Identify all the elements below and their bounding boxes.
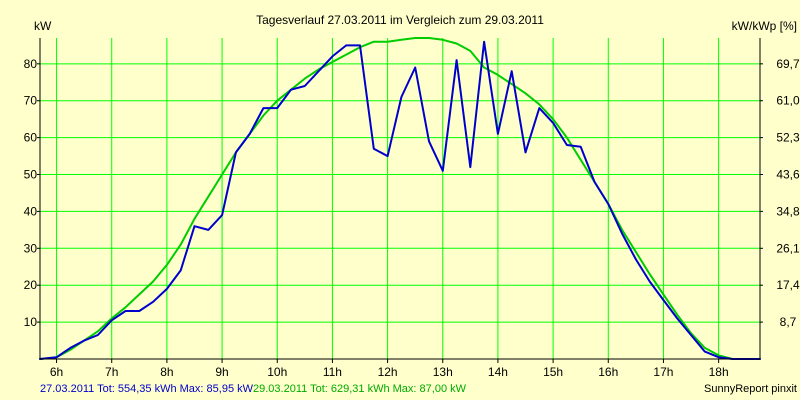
y-axis-right-label: kW/kWp [%] bbox=[732, 19, 797, 33]
x-tick-label: 13h bbox=[433, 365, 453, 379]
series-lines bbox=[39, 37, 761, 360]
footer-brand: SunnyReport pinxit bbox=[704, 383, 797, 395]
x-tick-label: 14h bbox=[488, 365, 508, 379]
x-tick-label: 15h bbox=[543, 365, 563, 379]
y-tick-label-right: 26,1 bbox=[776, 241, 800, 255]
x-tick-label: 9h bbox=[215, 365, 228, 379]
footer-series1-label: 27.03.2011 Tot: 554,35 kWh Max: 85,95 kW bbox=[40, 383, 254, 395]
y-tick-label-left: 70 bbox=[24, 94, 38, 108]
grid bbox=[40, 38, 760, 359]
x-tick-label: 17h bbox=[653, 365, 673, 379]
plot-area bbox=[40, 38, 760, 359]
x-tick-label: 18h bbox=[709, 365, 729, 379]
y-tick-label-left: 20 bbox=[24, 278, 38, 292]
y-tick-label-right: 8,7 bbox=[780, 315, 797, 329]
y-tick-label-left: 60 bbox=[24, 131, 38, 145]
y-tick-label-left: 80 bbox=[24, 57, 38, 71]
tick-labels: 6h 7h 8h 9h 10h 11h 12h 13h 14h 15h 16h 17h 18h 10 20 3… bbox=[24, 57, 800, 379]
x-tick-label: 16h bbox=[598, 365, 618, 379]
x-tick-label: 11h bbox=[323, 365, 342, 379]
x-tick-label: 8h bbox=[160, 365, 173, 379]
y-tick-label-right: 52,3 bbox=[776, 131, 800, 145]
y-tick-label-right: 61,0 bbox=[776, 94, 800, 108]
y-tick-label-right: 43,6 bbox=[776, 168, 800, 182]
y-tick-label-left: 30 bbox=[24, 241, 38, 255]
x-tick-label: 12h bbox=[378, 365, 398, 379]
x-tick-label: 10h bbox=[267, 365, 287, 379]
y-tick-label-right: 17,4 bbox=[776, 278, 800, 292]
axes bbox=[37, 38, 763, 363]
x-tick-label: 7h bbox=[105, 365, 118, 379]
y-tick-label-left: 40 bbox=[24, 204, 38, 218]
chart-title: Tagesverlauf 27.03.2011 im Vergleich zum… bbox=[256, 13, 544, 27]
x-tick-label: 6h bbox=[50, 365, 63, 379]
series-line-29-03-2011 bbox=[39, 37, 761, 360]
y-tick-label-right: 69,7 bbox=[776, 57, 800, 71]
series-line-27-03-2011 bbox=[39, 40, 761, 360]
y-tick-label-left: 10 bbox=[24, 315, 38, 329]
y-axis-left-label: kW bbox=[34, 19, 52, 33]
y-tick-label-left: 50 bbox=[24, 168, 38, 182]
y-tick-label-right: 34,8 bbox=[776, 204, 800, 218]
footer-series2-label: 29.03.2011 Tot: 629,31 kWh Max: 87,00 kW bbox=[253, 383, 467, 395]
